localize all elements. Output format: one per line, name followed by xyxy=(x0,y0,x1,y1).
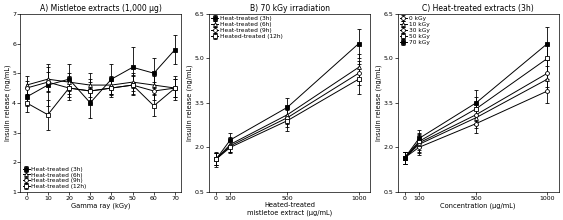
Legend: Heat-treated (3h), Heat-treated (6h), Heat-treated (9h), Heat-treated (12h): Heat-treated (3h), Heat-treated (6h), He… xyxy=(22,166,87,190)
X-axis label: Concentration (μg/mL): Concentration (μg/mL) xyxy=(440,202,516,209)
X-axis label: Gamma ray (kGy): Gamma ray (kGy) xyxy=(71,202,131,209)
Y-axis label: Insulin release (ng/mL): Insulin release (ng/mL) xyxy=(4,64,11,141)
Title: A) Mistletoe extracts (1,000 μg): A) Mistletoe extracts (1,000 μg) xyxy=(40,4,162,13)
X-axis label: Heated-treated
mistletoe extract (μg/mL): Heated-treated mistletoe extract (μg/mL) xyxy=(247,202,332,216)
Legend: 0 kGy, 10 kGy, 30 kGy, 50 kGy, 70 kGy: 0 kGy, 10 kGy, 30 kGy, 50 kGy, 70 kGy xyxy=(399,16,430,46)
Title: C) Heat-treated extracts (3h): C) Heat-treated extracts (3h) xyxy=(422,4,534,13)
Title: B) 70 kGy irradiation: B) 70 kGy irradiation xyxy=(249,4,329,13)
Y-axis label: Insulin release (ng/mL): Insulin release (ng/mL) xyxy=(376,64,382,141)
Legend: Heat-treated (3h), Heat-treated (6h), Heat-treated (9h), Heated-treated (12h): Heat-treated (3h), Heat-treated (6h), He… xyxy=(211,16,283,40)
Y-axis label: Insulin release (ng/mL): Insulin release (ng/mL) xyxy=(187,64,194,141)
